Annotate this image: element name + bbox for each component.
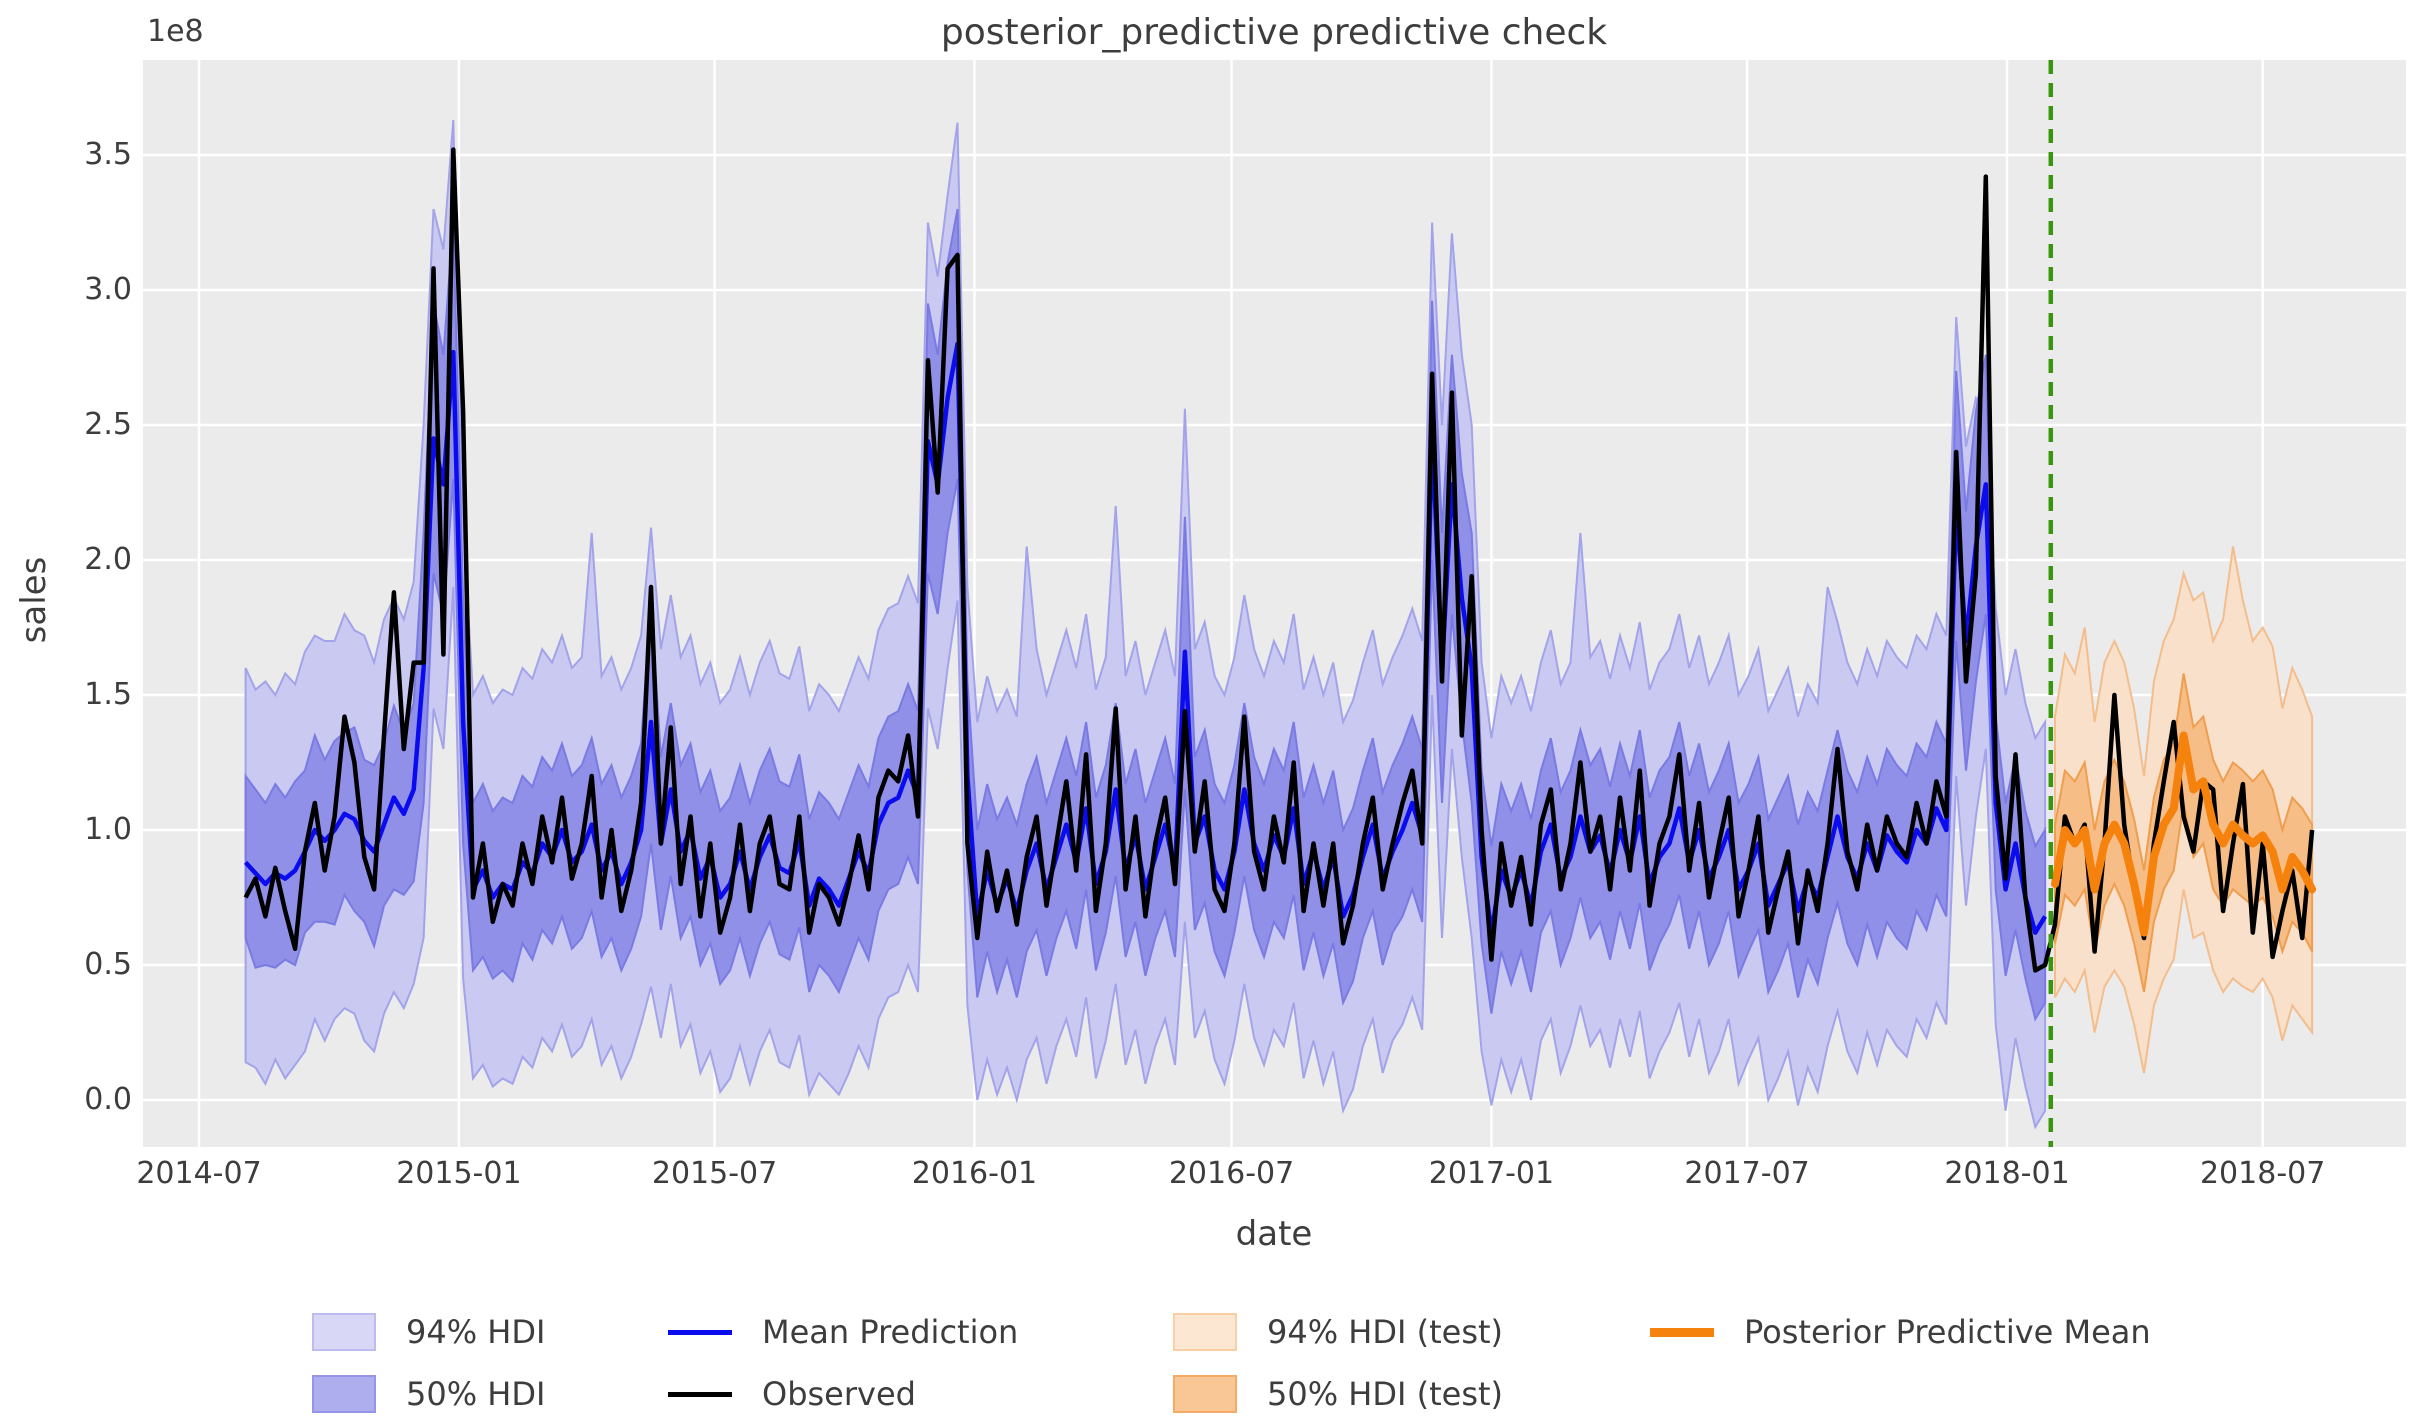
- x-tick-label: 2018-01: [1944, 1156, 2070, 1191]
- 50-hdi-swatch: [312, 1375, 376, 1413]
- legend-item-posterior-predictive-mean: Posterior Predictive Mean: [1650, 1308, 2151, 1356]
- 94-hdi-test-swatch: [1173, 1313, 1237, 1351]
- observed-line: [243, 147, 2315, 973]
- x-tick-label: 2018-07: [2199, 1156, 2326, 1191]
- legend-label: Posterior Predictive Mean: [1744, 1313, 2151, 1351]
- y-tick-label: 3.0: [84, 272, 132, 307]
- legend-label: 50% HDI: [406, 1375, 546, 1413]
- x-tick-label: 2015-01: [396, 1156, 522, 1191]
- legend-item-94-hdi-test: 94% HDI (test): [1173, 1308, 1503, 1356]
- legend-label: 50% HDI (test): [1267, 1375, 1504, 1413]
- observed-swatch: [668, 1391, 732, 1397]
- legend-item-mean-prediction: Mean Prediction: [668, 1308, 1018, 1356]
- legend-column-hdi: 94% HDI 50% HDI: [312, 1308, 545, 1418]
- x-tick-label: 2017-01: [1428, 1156, 1555, 1191]
- 50-hdi-test-swatch: [1173, 1375, 1237, 1413]
- legend-column-pp-mean: Posterior Predictive Mean: [1650, 1308, 2151, 1356]
- y-axis-offset-label: 1e8: [147, 14, 204, 49]
- y-tick-label: 1.0: [84, 812, 132, 847]
- x-tick-label: 2016-07: [1168, 1156, 1295, 1191]
- x-tick-label: 2016-01: [911, 1156, 1038, 1191]
- posterior-predictive-mean-swatch: [1650, 1327, 1714, 1337]
- y-tick-label: 1.5: [84, 677, 132, 712]
- legend-item-observed: Observed: [668, 1370, 1018, 1418]
- mean-prediction-swatch: [668, 1329, 732, 1335]
- y-tick-label: 0.5: [84, 947, 132, 982]
- legend-item-50-hdi: 50% HDI: [312, 1370, 545, 1418]
- chart-title: posterior_predictive predictive check: [940, 12, 1608, 53]
- legend-item-94-hdi: 94% HDI: [312, 1308, 545, 1356]
- posterior-predictive-mean-line: [2051, 731, 2317, 937]
- y-tick-label: 2.5: [84, 407, 132, 442]
- legend-column-hdi-test: 94% HDI (test) 50% HDI (test): [1173, 1308, 1503, 1418]
- x-tick-label: 2015-07: [651, 1156, 778, 1191]
- y-tick-label: 2.0: [84, 542, 132, 577]
- legend-column-lines: Mean Prediction Observed: [668, 1308, 1018, 1418]
- legend-item-50-hdi-test: 50% HDI (test): [1173, 1370, 1503, 1418]
- legend-label: Observed: [762, 1375, 916, 1413]
- legend-label: 94% HDI: [406, 1313, 546, 1351]
- y-tick-label: 0.0: [84, 1082, 132, 1117]
- 94-hdi-swatch: [312, 1313, 376, 1351]
- x-tick-label: 2014-07: [136, 1156, 262, 1191]
- x-axis-label: date: [1235, 1214, 1313, 1254]
- y-tick-label: 3.5: [84, 137, 132, 172]
- x-tick-label: 2017-07: [1684, 1156, 1810, 1191]
- hdi50-band: [244, 208, 2047, 1022]
- legend-label: 94% HDI (test): [1267, 1313, 1504, 1351]
- legend-label: Mean Prediction: [762, 1313, 1019, 1351]
